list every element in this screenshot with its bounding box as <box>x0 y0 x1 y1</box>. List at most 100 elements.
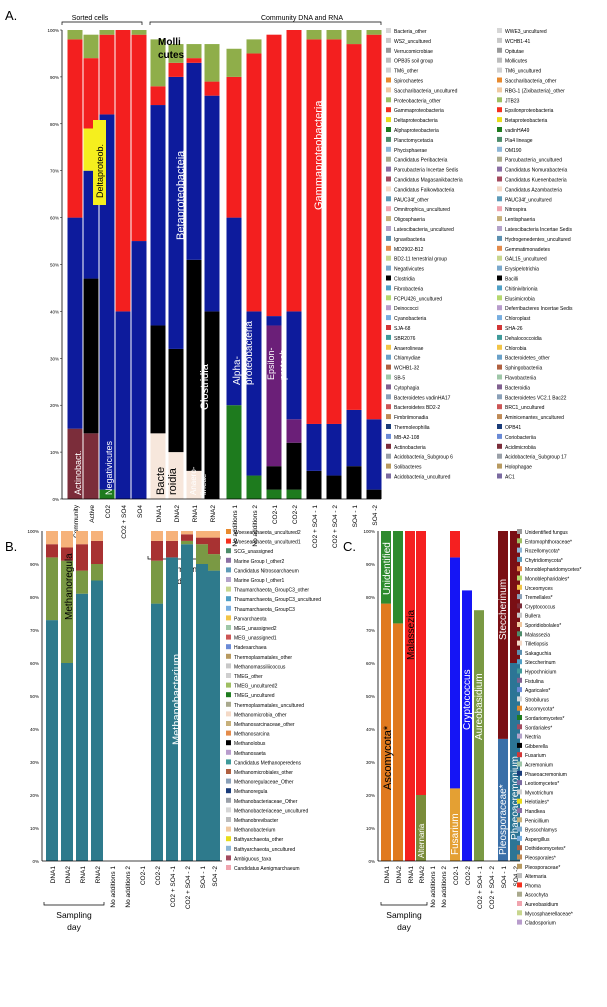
legend-label-c: Tilletiopsis <box>525 642 549 648</box>
legend-swatch-b <box>226 577 231 582</box>
x-tick-label-a: No additions 1 <box>232 505 239 547</box>
legend-label-b: TMEG_uncultured <box>234 693 275 699</box>
legend-label-a: Mollicutes <box>505 59 528 65</box>
legend-swatch-b <box>226 836 231 842</box>
legend-label-c: Helotiales* <box>525 800 549 806</box>
legend-label-a: vadinHA49 <box>505 128 530 134</box>
y-tick-label-b: 50% <box>30 694 39 699</box>
legend-swatch-c <box>517 529 522 534</box>
bar-segment-b <box>61 547 73 561</box>
y-tick-label-a: 70% <box>50 169 59 174</box>
legend-label-a: RBG-1 (Zixibacteria)_other <box>505 88 565 94</box>
legend-swatch-a <box>497 37 502 43</box>
legend-swatch-c <box>517 891 522 897</box>
legend-label-b: Methanolobus <box>234 741 266 747</box>
legend-label-c: Fusarium <box>525 753 546 759</box>
legend-swatch-c <box>517 705 522 711</box>
legend-swatch-c <box>517 696 522 702</box>
bar-segment-a <box>186 44 202 59</box>
y-tick-label-c: 40% <box>366 727 375 732</box>
bar-segment-b <box>91 540 103 564</box>
legend-label-b: Methanomicrobiales_other <box>234 770 293 776</box>
legend-label-a: Anaerolineae <box>394 346 424 352</box>
bar-segment-a <box>83 278 99 434</box>
annotation-alphaproteobacteria: proteobacteria <box>244 321 255 385</box>
legend-label-a: Fibrobacteria <box>394 286 423 292</box>
y-tick-label-a: 30% <box>50 356 59 361</box>
legend-swatch-b <box>226 749 231 755</box>
bar-segment-a <box>286 419 302 443</box>
legend-label-b: Thermoplasmatales_other <box>234 655 292 661</box>
legend-label-a: Latescibacteria Incertae Sedis <box>505 227 572 233</box>
legend-label-a: Chlorobia <box>505 346 527 352</box>
legend-label-a: Bacteroidetes BD2-2 <box>394 405 440 411</box>
legend-label-a: SB-5 <box>394 376 405 382</box>
bar-segment-c <box>393 623 403 861</box>
legend-swatch-b <box>226 855 231 861</box>
legend-swatch-b <box>226 644 231 650</box>
legend-label-a: Acidobacteria_uncultured <box>394 475 451 481</box>
legend-swatch-a <box>386 473 391 479</box>
bar-segment-a <box>204 81 220 96</box>
legend-label-a: Deltaproteobacteria <box>394 118 438 124</box>
legend-swatch-a <box>497 384 502 390</box>
legend-label-c: Alternaria <box>525 874 547 880</box>
bar-segment-b <box>76 570 88 594</box>
legend-swatch-b <box>226 682 231 688</box>
legend-swatch-a <box>497 255 502 261</box>
sampling-label-b: day <box>67 922 81 932</box>
legend-swatch-c <box>517 845 522 851</box>
legend-label-c: Sordariomycetes* <box>525 716 565 722</box>
legend-swatch-a <box>497 176 502 182</box>
legend-swatch-a <box>497 67 502 73</box>
legend-swatch-b <box>226 653 231 659</box>
legend-swatch-a <box>386 433 391 439</box>
y-tick-label-c: 60% <box>366 661 375 666</box>
bar-segment-a <box>226 48 242 77</box>
legend-swatch-a <box>386 107 391 113</box>
bar-segment-a <box>67 30 83 40</box>
bar-segment-b <box>181 544 193 861</box>
legend-swatch-c <box>517 752 522 758</box>
bar-segment-a <box>266 489 282 499</box>
bar-segment-b <box>61 663 73 861</box>
annotation-phaeoacremonium: Phaeoacremonium <box>510 756 521 840</box>
annotation-epsilonproteob: proteob. <box>278 347 288 380</box>
bar-segment-a <box>246 53 262 312</box>
sampling-bracket-c <box>380 902 428 906</box>
legend-swatch-a <box>386 315 391 321</box>
legend-swatch-b <box>226 826 231 832</box>
legend-swatch-a <box>386 305 391 311</box>
legend-swatch-a <box>386 196 391 202</box>
legend-label-c: Sakaguchia <box>525 651 551 657</box>
legend-label-a: JTB23 <box>505 98 520 104</box>
x-tick-label-c: DNA2 <box>396 866 403 884</box>
bar-segment-c <box>381 531 391 604</box>
legend-label-a: Verrucomicrobiae <box>394 49 433 55</box>
legend-label-a: Pla4 lineage <box>505 138 533 144</box>
bar-segment-b <box>76 531 88 545</box>
legend-swatch-c <box>517 919 522 925</box>
legend-swatch-a <box>386 117 391 123</box>
legend-label-a: SJA-68 <box>394 326 411 332</box>
bar-segment-a <box>168 76 184 349</box>
group-bracket-sorted <box>61 21 143 25</box>
legend-label-c: Fistulina <box>525 679 544 685</box>
legend-label-a: Proteobacteria_other <box>394 98 441 104</box>
legend-swatch-a <box>497 127 502 132</box>
legend-label-c: Unidentified fungus <box>525 530 568 536</box>
bar-segment-b <box>46 544 58 558</box>
x-tick-label-b: SO4 -2 <box>212 866 219 887</box>
legend-label-c: Handkea <box>525 809 545 815</box>
legend-swatch-c <box>517 761 522 767</box>
bar-segment-a <box>204 44 220 82</box>
annotation-negativicutes: Negativicutes <box>104 440 114 495</box>
bar-segment-a <box>246 39 262 54</box>
legend-swatch-a <box>497 136 502 142</box>
legend-label-c: Leotiomycetes* <box>525 781 559 787</box>
y-tick-label-b: 0% <box>32 859 39 864</box>
y-tick-label-a: 80% <box>50 122 59 127</box>
legend-swatch-a <box>497 28 502 33</box>
legend-label-b: Methanomicrobia_other <box>234 712 287 718</box>
legend-swatch-a <box>497 344 502 350</box>
